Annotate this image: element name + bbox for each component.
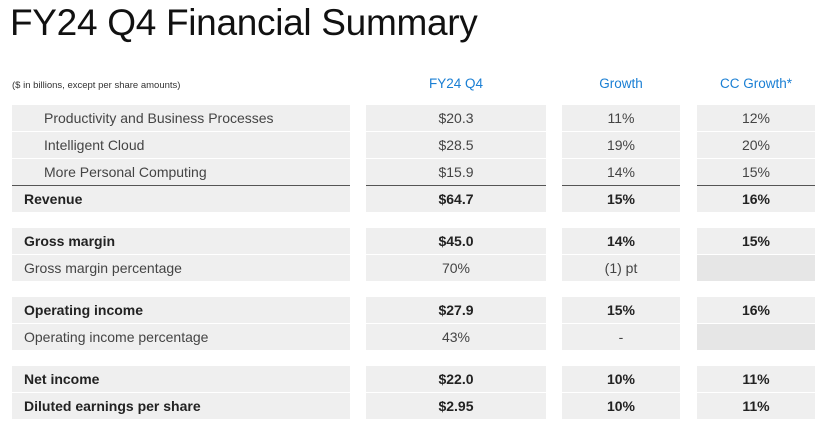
row-diluted-eps-cc-growth: 11% xyxy=(697,393,815,419)
row-productivity-growth: 11% xyxy=(562,105,680,131)
row-operating-income-growth: 15% xyxy=(562,297,680,323)
column-header-fy24-q4: FY24 Q4 xyxy=(428,76,484,91)
row-net-income-cc-growth: 11% xyxy=(697,366,815,392)
row-gross-margin-percentage-growth: (1) pt xyxy=(562,255,680,281)
row-more-personal-computing-growth: 14% xyxy=(562,159,680,185)
revenue-divider xyxy=(562,185,680,186)
row-label-gross-margin: Gross margin xyxy=(12,228,350,254)
row-operating-income-percentage-fy24q4: 43% xyxy=(366,324,546,350)
row-gross-margin-percentage-fy24q4: 70% xyxy=(366,255,546,281)
row-intelligent-cloud-cc-growth: 20% xyxy=(697,132,815,158)
revenue-divider xyxy=(697,185,815,186)
row-gross-margin-cc-growth: 15% xyxy=(697,228,815,254)
row-more-personal-computing-cc-growth: 15% xyxy=(697,159,815,185)
row-diluted-eps-fy24q4: $2.95 xyxy=(366,393,546,419)
row-more-personal-computing-fy24q4: $15.9 xyxy=(366,159,546,185)
row-label-productivity: Productivity and Business Processes xyxy=(12,105,350,131)
row-operating-income-percentage-cc-growth xyxy=(697,324,815,350)
row-productivity-fy24q4: $20.3 xyxy=(366,105,546,131)
row-label-gross-margin-percentage: Gross margin percentage xyxy=(12,255,350,281)
row-intelligent-cloud-fy24q4: $28.5 xyxy=(366,132,546,158)
row-intelligent-cloud-growth: 19% xyxy=(562,132,680,158)
row-label-operating-income: Operating income xyxy=(12,297,350,323)
row-gross-margin-growth: 14% xyxy=(562,228,680,254)
revenue-divider xyxy=(366,185,546,186)
row-diluted-eps-growth: 10% xyxy=(562,393,680,419)
row-net-income-growth: 10% xyxy=(562,366,680,392)
column-header-cc-growth: CC Growth* xyxy=(719,76,792,91)
row-label-diluted-eps: Diluted earnings per share xyxy=(12,393,350,419)
row-label-operating-income-percentage: Operating income percentage xyxy=(12,324,350,350)
row-label-more-personal-computing: More Personal Computing xyxy=(12,159,350,185)
row-gross-margin-fy24q4: $45.0 xyxy=(366,228,546,254)
row-label-revenue: Revenue xyxy=(12,186,350,212)
column-header-growth: Growth xyxy=(599,76,643,91)
row-revenue-fy24q4: $64.7 xyxy=(366,186,546,212)
page-title: FY24 Q4 Financial Summary xyxy=(10,2,478,43)
row-label-intelligent-cloud: Intelligent Cloud xyxy=(12,132,350,158)
revenue-divider xyxy=(12,185,350,186)
row-gross-margin-percentage-cc-growth xyxy=(697,255,815,281)
row-operating-income-fy24q4: $27.9 xyxy=(366,297,546,323)
row-revenue-cc-growth: 16% xyxy=(697,186,815,212)
row-operating-income-cc-growth: 16% xyxy=(697,297,815,323)
row-net-income-fy24q4: $22.0 xyxy=(366,366,546,392)
row-label-net-income: Net income xyxy=(12,366,350,392)
row-productivity-cc-growth: 12% xyxy=(697,105,815,131)
units-note: ($ in billions, except per share amounts… xyxy=(12,80,181,91)
row-operating-income-percentage-growth: - xyxy=(562,324,680,350)
row-revenue-growth: 15% xyxy=(562,186,680,212)
